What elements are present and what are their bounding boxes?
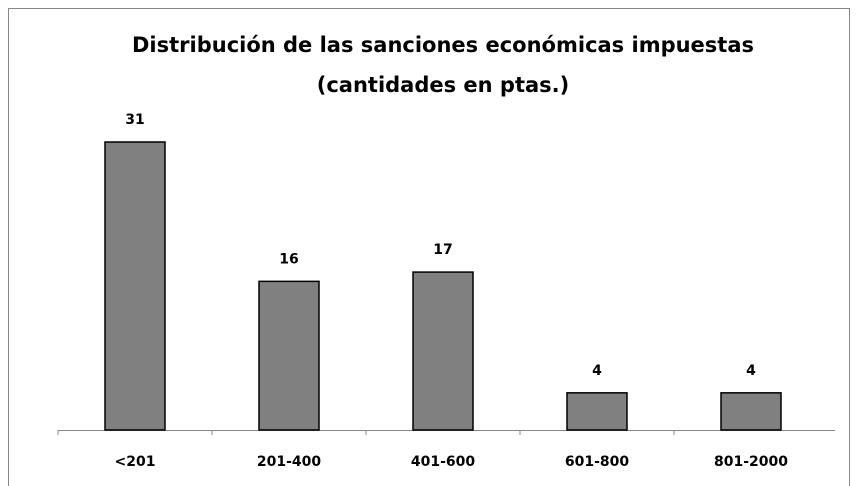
data-label: 16 [279,251,298,267]
bar [566,392,628,431]
chart-title: (cantidades en ptas.) [317,73,570,97]
x-tick-label: <201 [115,454,156,470]
bar [720,392,782,431]
x-tick-label: 401-600 [411,454,476,470]
data-label: 17 [433,242,452,258]
bar [258,280,320,431]
x-tick-label: 601-800 [565,454,630,470]
data-label: 4 [746,363,756,379]
data-label: 4 [592,363,602,379]
data-label: 31 [125,112,144,128]
x-tick-label: 201-400 [257,454,322,470]
bar [104,141,166,431]
chart-title: Distribución de las sanciones económicas… [132,33,754,57]
bar [412,271,474,431]
x-tick-label: 801-2000 [714,454,788,470]
